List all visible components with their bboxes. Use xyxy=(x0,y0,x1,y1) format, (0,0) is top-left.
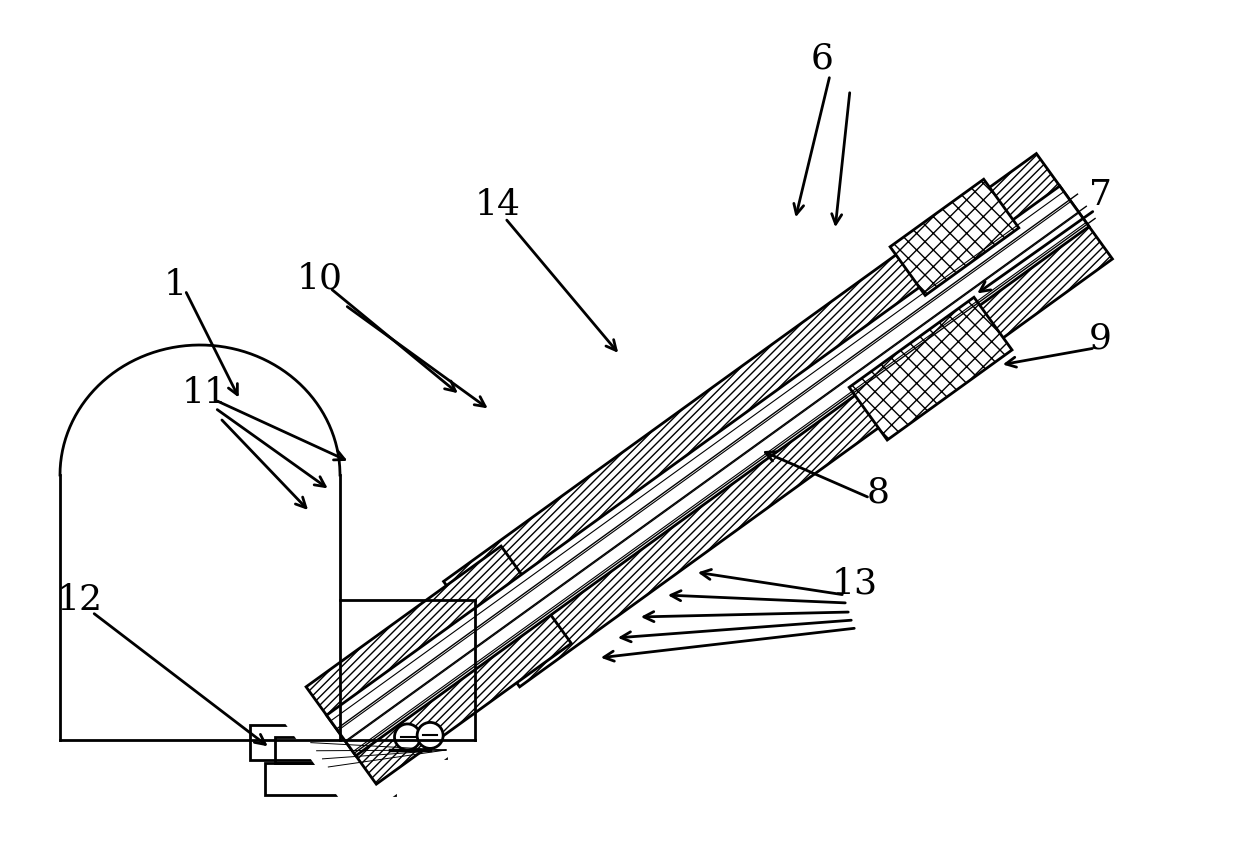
Bar xyxy=(250,725,410,760)
Polygon shape xyxy=(263,130,1137,823)
Bar xyxy=(265,763,395,795)
Bar xyxy=(427,742,446,758)
Text: 10: 10 xyxy=(297,261,343,295)
Circle shape xyxy=(418,722,444,748)
Text: 11: 11 xyxy=(182,376,228,410)
Text: 13: 13 xyxy=(831,566,878,600)
Circle shape xyxy=(394,724,420,750)
Polygon shape xyxy=(327,186,1089,756)
Text: 6: 6 xyxy=(810,41,834,75)
Polygon shape xyxy=(890,179,1018,296)
Bar xyxy=(275,737,390,763)
Text: 12: 12 xyxy=(57,583,103,617)
Text: 9: 9 xyxy=(1089,321,1111,355)
Polygon shape xyxy=(306,546,571,785)
Polygon shape xyxy=(444,154,1113,687)
Text: 14: 14 xyxy=(475,188,522,222)
Polygon shape xyxy=(849,298,1012,440)
Text: 8: 8 xyxy=(866,475,890,509)
Text: 7: 7 xyxy=(1089,178,1111,212)
Text: 1: 1 xyxy=(164,268,187,302)
